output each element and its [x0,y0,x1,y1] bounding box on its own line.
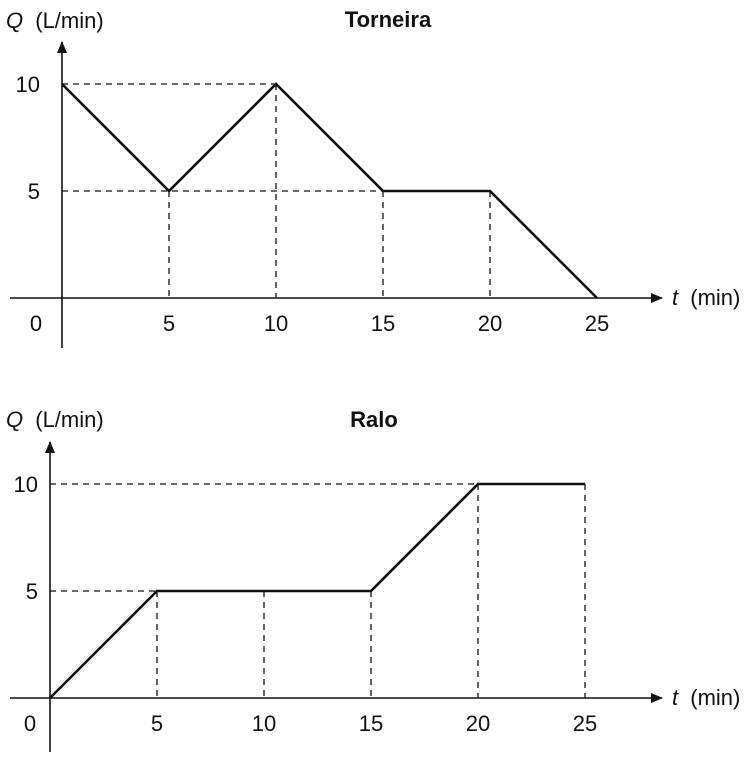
x-tick-label: 25 [573,711,597,736]
x-tick-label: 25 [585,311,609,336]
x-tick-label: 15 [359,711,383,736]
torneira-chart: Torneira Q (L/min) t (min) 0 5 10 15 20 25 5 1… [6,7,740,348]
y-axis-unit: (L/min) [35,407,103,432]
x-tick-label: 10 [252,711,276,736]
y-axis-variable: Q [6,407,23,432]
x-axis-unit: (min) [690,285,740,310]
y-axis-label: Q (L/min) [6,407,104,432]
y-tick-label: 5 [26,579,38,604]
x-tick-label: 5 [163,311,175,336]
series-line [61,82,598,299]
x-tick-label: 10 [264,311,288,336]
y-axis-variable: Q [6,8,23,33]
x-tick-label: 5 [151,711,163,736]
y-axis-label: Q (L/min) [6,8,104,33]
y-tick-label: 10 [16,72,40,97]
x-axis-unit: (min) [690,685,740,710]
x-axis-variable: t [672,685,679,710]
chart-title: Torneira [345,7,432,32]
x-tick-label: 15 [371,311,395,336]
x-tick-label: 20 [478,311,502,336]
x-axis-label: t (min) [672,285,740,310]
origin-label: 0 [30,311,42,336]
origin-label: 0 [24,711,36,736]
x-axis-variable: t [672,285,679,310]
y-tick-label: 5 [28,179,40,204]
series-line [49,482,585,699]
y-tick-label: 10 [14,472,38,497]
y-axis-unit: (L/min) [35,8,103,33]
x-tick-label: 20 [466,711,490,736]
ralo-chart: Ralo Q (L/min) t (min) 0 5 10 15 20 25 5 10 [6,407,740,752]
x-axis-label: t (min) [672,685,740,710]
chart-title: Ralo [350,407,398,432]
